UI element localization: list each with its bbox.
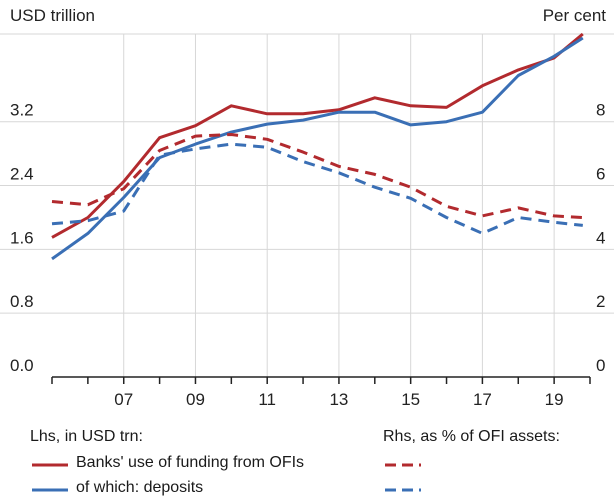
right-tick-label-1: 2 (596, 292, 605, 311)
right-tick-label-0: 0 (596, 356, 605, 375)
legend-swatch-dashed-red (385, 463, 421, 467)
legend-swatch-dashed-blue (385, 488, 421, 492)
legend-rhs-header: Rhs, as % of OFI assets: (383, 428, 560, 445)
x-tick-label-15: 15 (401, 390, 420, 409)
series-line-left-solid-of-which-deposits (51, 36, 584, 261)
right-tick-label-4: 8 (596, 101, 605, 120)
legend-label-deposits: of which: deposits (76, 479, 204, 496)
legend-swatch-solid-blue (32, 488, 68, 492)
x-tick-label-13: 13 (329, 390, 348, 409)
left-tick-label-0: 0.0 (10, 356, 34, 375)
left-tick-label-2: 1.6 (10, 228, 34, 247)
left-tick-label-1: 0.8 (10, 292, 34, 311)
x-tick-label-07: 07 (114, 390, 133, 409)
legend-item-deposits: of which: deposits (30, 479, 430, 501)
x-tick-label-19: 19 (545, 390, 564, 409)
right-tick-label-3: 6 (596, 165, 605, 184)
right-tick-label-2: 4 (596, 228, 605, 247)
legend-label-banks-funding: Banks' use of funding from OFIs (76, 454, 305, 471)
line-chart: 0.0 0.8 1.6 2.4 3.2 0 2 4 6 8 07 09 11 13 15 17 19 (0, 32, 614, 409)
left-axis-unit-label: USD trillion (10, 6, 96, 25)
series-line-left-solid-banks-use-of-funding-from-ofis (51, 32, 584, 239)
x-tick-label-11: 11 (258, 390, 276, 409)
x-tick-label-09: 09 (186, 390, 205, 409)
legend-item-banks-funding: Banks' use of funding from OFIs (30, 454, 430, 476)
left-tick-label-3: 2.4 (10, 165, 34, 184)
right-axis-unit-label: Per cent (542, 6, 606, 25)
legend-lhs-header: Lhs, in USD trn: (30, 428, 143, 445)
legend-swatch-solid-red (32, 463, 68, 467)
left-tick-label-4: 3.2 (10, 101, 34, 120)
x-tick-label-17: 17 (473, 390, 492, 409)
series-line-right-dashed-banks-use-of-funding-from-ofis (51, 133, 583, 219)
